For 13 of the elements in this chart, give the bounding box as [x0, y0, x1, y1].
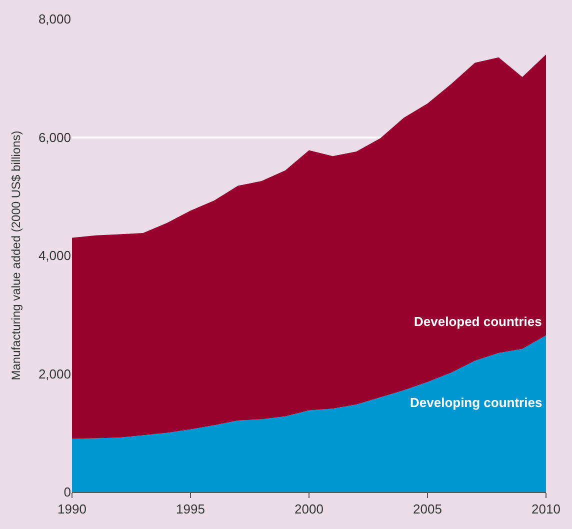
y-axis-title: Manufacturing value added (2000 US$ billions)	[8, 130, 23, 380]
x-tick-label: 2005	[413, 502, 442, 517]
series-label: Developed countries	[414, 314, 542, 329]
y-tick-label: 6,000	[38, 130, 71, 145]
x-tick-label: 2000	[294, 502, 324, 517]
y-tick-label: 0	[64, 484, 71, 500]
y-tick-label: 8,000	[38, 12, 71, 27]
x-tick-label: 1995	[176, 502, 205, 517]
x-tick-label: 1990	[58, 502, 86, 517]
y-tick-label: 4,000	[38, 248, 71, 264]
y-tick-label: 2,000	[38, 366, 71, 382]
series-label: Developing countries	[410, 395, 542, 410]
x-tick-label: 2010	[532, 502, 560, 517]
